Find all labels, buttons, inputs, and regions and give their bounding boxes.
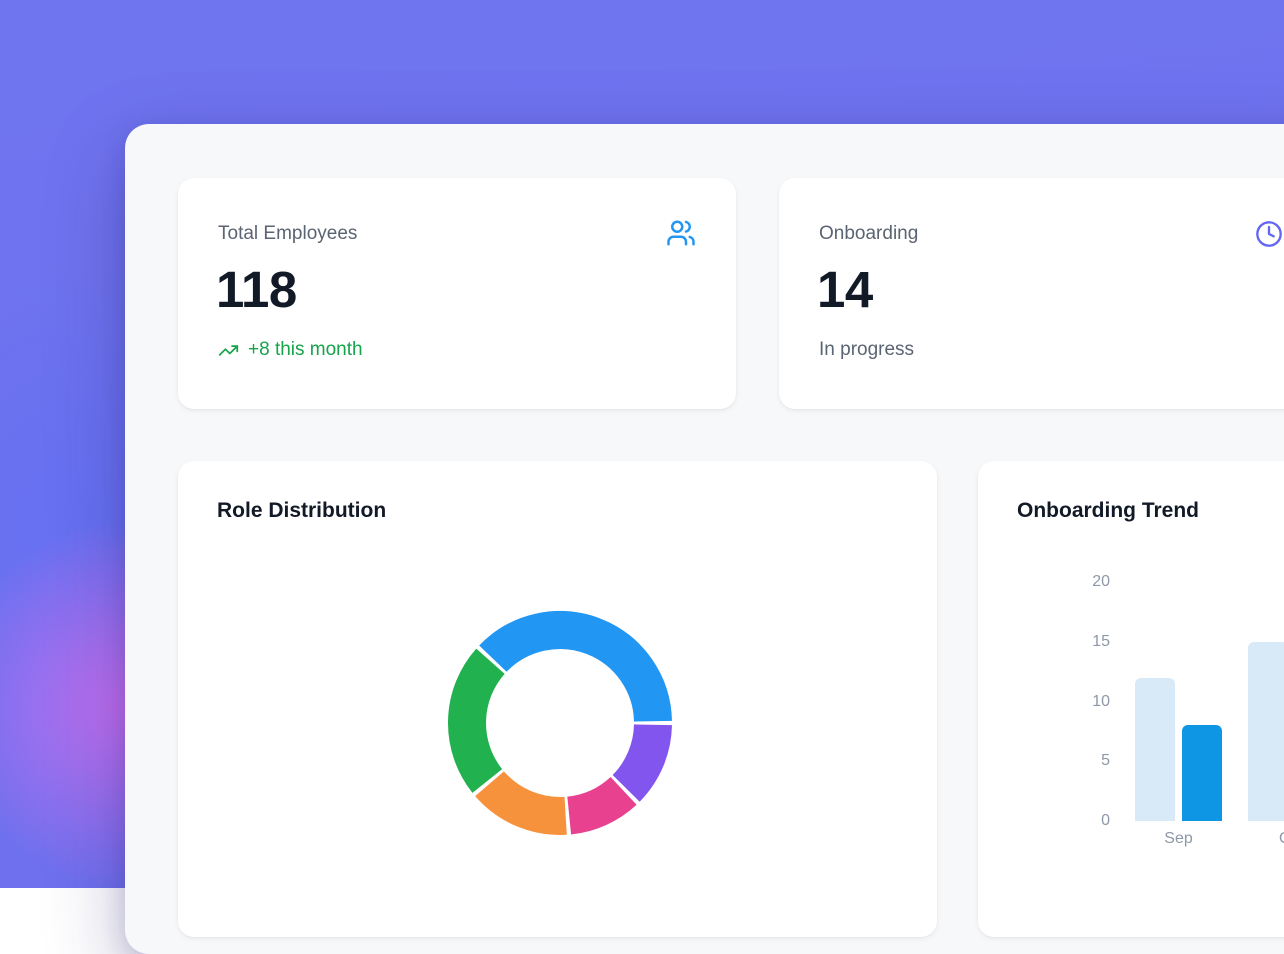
onboarding-bar-chart: 0 5 10 15 20 Sep Oct xyxy=(978,461,1284,937)
stat-label: Onboarding xyxy=(819,222,918,246)
users-icon xyxy=(666,218,696,248)
donut-segment-3 xyxy=(569,791,623,816)
x-axis-label: Oct xyxy=(1252,829,1284,849)
donut-segment-1 xyxy=(467,661,490,781)
y-axis-tick: 5 xyxy=(1070,751,1110,771)
y-axis-tick: 20 xyxy=(1070,572,1110,592)
stat-value: 118 xyxy=(216,264,297,316)
stat-subtext-label: In progress xyxy=(819,338,914,362)
trending-up-icon xyxy=(218,340,239,361)
y-axis-tick: 0 xyxy=(1070,811,1110,831)
bar-series-light-sep xyxy=(1135,678,1175,821)
donut-segment-4 xyxy=(626,725,653,789)
onboarding-trend-card: Onboarding Trend 05101520SepOct xyxy=(978,461,1284,937)
stat-subtext: In progress xyxy=(819,338,914,362)
y-axis-tick: 10 xyxy=(1070,692,1110,712)
x-axis-label: Sep xyxy=(1139,829,1219,849)
dashboard-panel: Total Employees 118 +8 this month xyxy=(125,124,1284,954)
donut-segment-2 xyxy=(490,784,566,816)
page-background: Total Employees 118 +8 this month xyxy=(0,0,1284,888)
bar-series-dark-sep xyxy=(1182,725,1222,821)
card-title: Role Distribution xyxy=(217,497,386,525)
stat-trend: +8 this month xyxy=(218,338,363,362)
stat-value: 14 xyxy=(817,264,873,316)
stat-card-onboarding: Onboarding 14 In progress xyxy=(779,178,1284,409)
role-distribution-card: Role Distribution xyxy=(178,461,937,937)
stat-trend-text: +8 this month xyxy=(248,338,363,362)
clock-icon xyxy=(1255,220,1283,248)
y-axis-tick: 15 xyxy=(1070,632,1110,652)
stat-card-total-employees: Total Employees 118 +8 this month xyxy=(178,178,736,409)
role-donut-chart xyxy=(442,605,678,841)
donut-segment-0 xyxy=(493,630,653,721)
bar-series-light-oct xyxy=(1248,642,1284,821)
stat-label: Total Employees xyxy=(218,222,357,246)
